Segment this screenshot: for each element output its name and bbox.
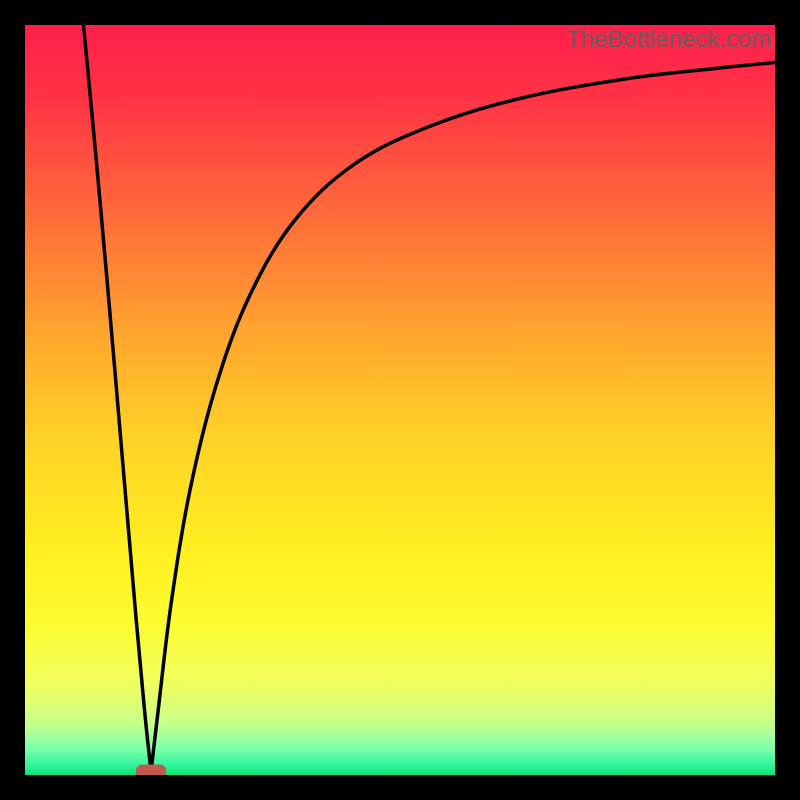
minimum-marker <box>136 765 166 775</box>
curve-right-branch <box>151 63 775 772</box>
watermark-text: TheBottleneck.com <box>567 26 772 54</box>
bottleneck-curve <box>25 25 775 775</box>
curve-left-branch <box>84 25 152 771</box>
plot-area <box>25 25 775 775</box>
